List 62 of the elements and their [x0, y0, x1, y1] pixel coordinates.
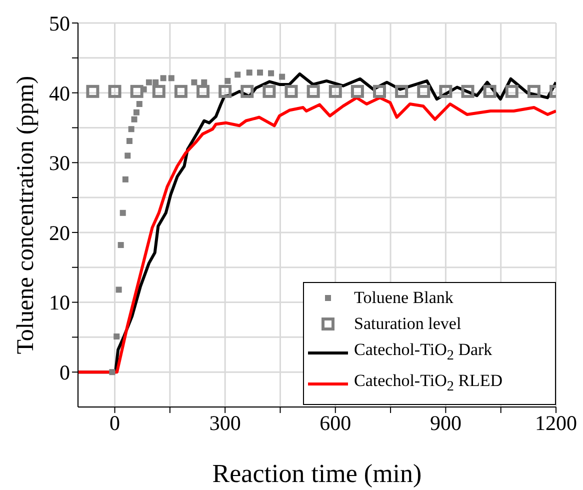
point: [461, 84, 474, 98]
y-tick-label: 10: [49, 290, 70, 315]
point: [122, 176, 128, 182]
point: [262, 84, 276, 98]
point: [505, 84, 518, 98]
point: [174, 84, 188, 98]
x-tick-label: 0: [110, 410, 120, 435]
point: [196, 84, 210, 98]
x-tick-label: 900: [430, 410, 462, 435]
legend-label: Catechol-TiO$_{2}$ RLED: [354, 370, 503, 397]
y-axis-title: Toluene concentration (ppm): [13, 76, 39, 354]
y-tick-label: 0: [60, 360, 70, 385]
point: [328, 84, 342, 98]
point: [118, 242, 124, 248]
x-tick-label: 1200: [535, 410, 577, 435]
point: [160, 75, 166, 82]
point: [146, 79, 152, 86]
point: [234, 72, 241, 78]
point: [306, 84, 320, 98]
y-tick-label: 20: [49, 220, 70, 245]
point: [120, 210, 126, 216]
y-tick-label: 40: [49, 81, 70, 106]
point: [246, 70, 252, 76]
point: [133, 109, 140, 116]
point: [527, 84, 540, 98]
point: [126, 138, 132, 144]
legend-label: Toluene Blank: [354, 287, 454, 309]
point: [268, 70, 274, 76]
x-axis-title: Reaction time (min): [212, 459, 422, 488]
point: [240, 84, 254, 98]
legend-label: Saturation level: [354, 313, 462, 335]
point: [116, 286, 122, 293]
point: [257, 70, 264, 76]
point: [86, 84, 100, 98]
point: [136, 100, 142, 107]
point: [439, 84, 452, 98]
point: [124, 152, 131, 159]
point: [108, 84, 122, 98]
point: [168, 75, 174, 82]
point: [114, 333, 120, 340]
y-tick-label: 50: [49, 11, 70, 36]
point: [218, 84, 232, 98]
point: [130, 84, 144, 98]
point: [128, 126, 134, 132]
point: [191, 79, 198, 86]
x-tick-label: 600: [320, 410, 352, 435]
point: [350, 84, 364, 98]
point: [224, 78, 231, 84]
y-tick-label: 30: [49, 151, 70, 176]
point: [152, 84, 166, 98]
point: [395, 84, 408, 98]
point: [109, 369, 116, 376]
x-tick-label: 300: [209, 410, 241, 435]
point: [131, 116, 138, 122]
point: [483, 84, 496, 98]
point: [373, 84, 386, 98]
point: [152, 79, 159, 86]
point: [201, 79, 208, 86]
point: [417, 84, 430, 98]
point: [284, 84, 298, 98]
point: [279, 74, 286, 80]
legend-label: Catechol-TiO$_{2}$ Dark: [354, 339, 492, 366]
